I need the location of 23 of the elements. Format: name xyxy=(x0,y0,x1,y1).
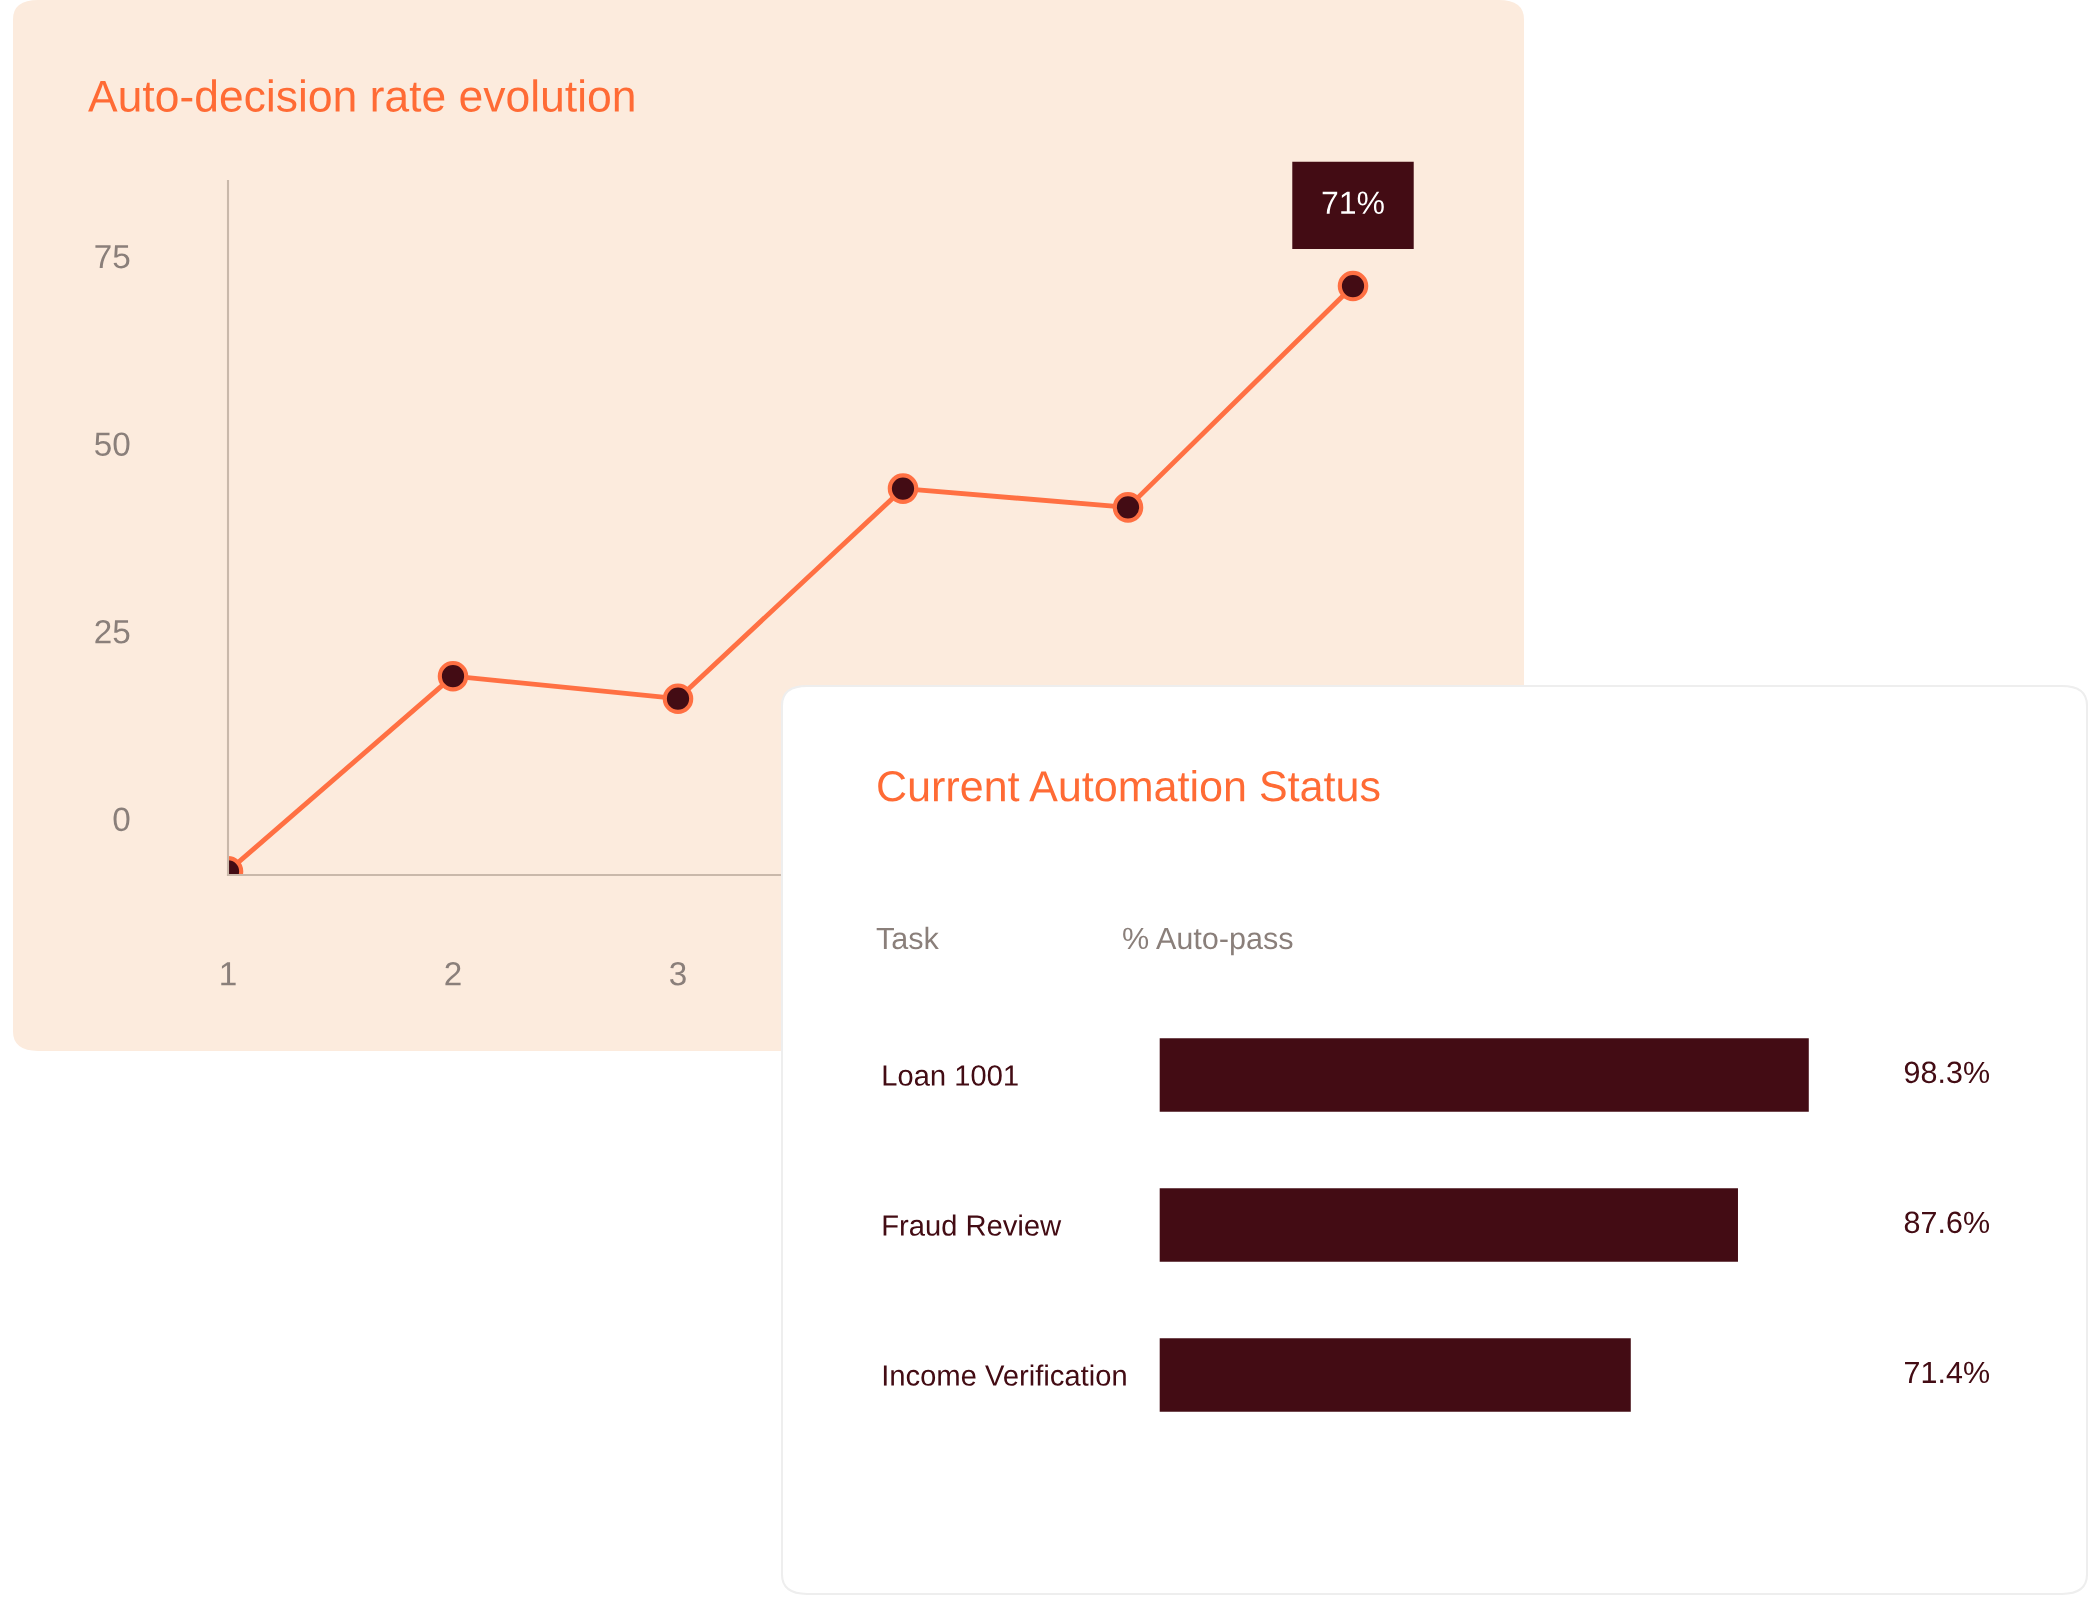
annotation: 71% xyxy=(1322,191,1384,214)
y-tick-label: Income Verification xyxy=(883,1364,1126,1386)
y-tick-label: Loan 1001 xyxy=(883,1065,1018,1086)
x-tick-label: 2 xyxy=(445,961,461,986)
y-tick-label: 75 xyxy=(95,245,130,269)
data-label: 87.6% xyxy=(1904,1211,1990,1234)
point xyxy=(437,660,469,692)
y-tick-label: 25 xyxy=(95,619,130,644)
chart-title: Current Automation Status xyxy=(878,769,1380,802)
x-tick-label: 1 xyxy=(221,962,236,986)
point xyxy=(662,683,694,714)
point xyxy=(1112,492,1144,523)
x-tick-label: 3 xyxy=(670,961,686,986)
x-axis-title: % Auto-pass xyxy=(1123,927,1293,956)
point xyxy=(1337,270,1369,302)
data-label: 71.4% xyxy=(1905,1361,1990,1384)
data-label: 98.3% xyxy=(1904,1061,1990,1084)
chart-title: Auto-decision rate evolution xyxy=(88,79,634,112)
y-tick-label: 0 xyxy=(113,807,130,832)
y-axis-title: Task xyxy=(876,926,939,950)
point xyxy=(887,473,919,504)
y-tick-label: 50 xyxy=(95,432,130,456)
y-tick-label: Fraud Review xyxy=(883,1214,1062,1236)
